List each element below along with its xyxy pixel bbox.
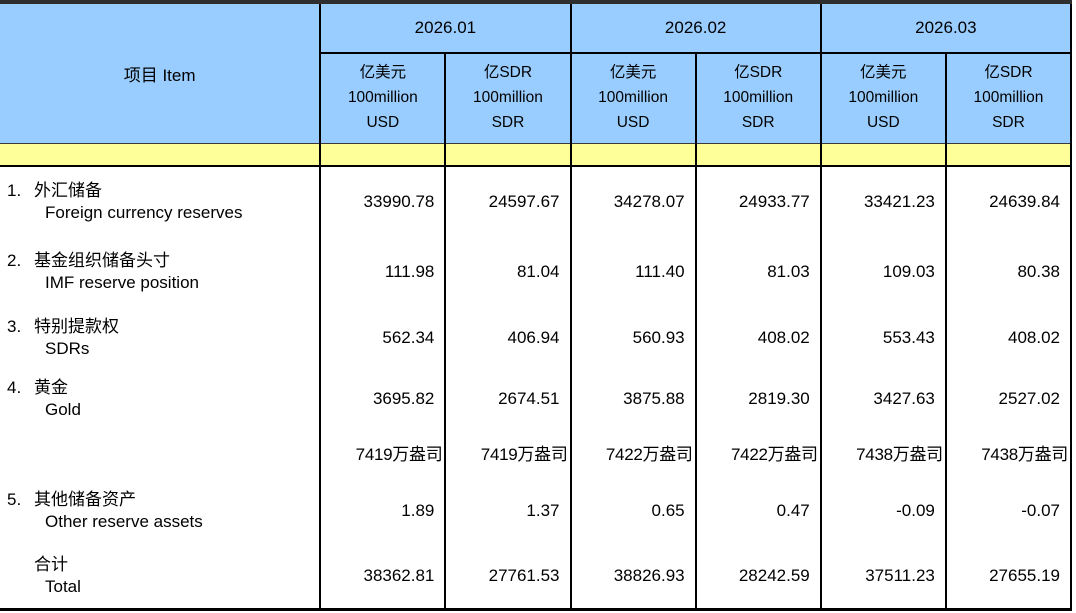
value-cell: 33421.23 [819, 166, 946, 237]
unit-header-sdr-3: 亿SDR 100million SDR [944, 53, 1071, 143]
row-label-en: Foreign currency reserves [45, 203, 243, 222]
value-cell: 0.65 [569, 477, 696, 545]
value-cell: 81.03 [694, 237, 821, 306]
unit-header-usd-1: 亿美元 100million USD [319, 53, 446, 143]
table-row-gold-ounces: 7419万盎司 7419万盎司 7422万盎司 7422万盎司 7438万盎司 … [0, 428, 1071, 477]
value-cell-ounces: 7422万盎司 [694, 428, 821, 477]
table-row-other-reserve-assets: 5. 其他储备资产 Other reserve assets 1.89 1.37… [0, 477, 1071, 545]
row-label-empty [0, 428, 320, 477]
value-cell: 1.37 [444, 477, 571, 545]
value-cell: 2527.02 [944, 369, 1071, 428]
row-label-zh: 特别提款权 [34, 316, 119, 336]
row-label-zh: 其他储备资产 [34, 490, 136, 509]
row-label-en: Total [45, 577, 81, 597]
value-cell: 80.38 [944, 237, 1071, 306]
value-cell: 24933.77 [694, 166, 821, 237]
row-number: 1. [7, 181, 22, 200]
value-cell: -0.09 [819, 477, 946, 545]
value-cell: 81.04 [444, 237, 571, 306]
value-cell: 0.47 [694, 477, 821, 545]
unit-header-usd-2: 亿美元 100million USD [569, 53, 696, 143]
row-label: 2. 基金组织储备头寸 IMF reserve position [0, 237, 320, 306]
separator-cell [444, 142, 571, 167]
value-cell: 24597.67 [444, 166, 571, 237]
value-cell: 2819.30 [694, 369, 821, 428]
value-cell: 24639.84 [944, 166, 1071, 237]
unit-header-row: 亿美元 100million USD 亿SDR 100million SDR 亿… [0, 53, 1071, 143]
month-header-2026-01: 2026.01 [319, 2, 571, 54]
value-cell: 38362.81 [319, 545, 446, 609]
yellow-separator-row [0, 142, 1071, 167]
row-label: 1. 外汇储备 Foreign currency reserves [0, 166, 320, 237]
value-cell: 553.43 [819, 306, 946, 369]
row-number: 2. [7, 250, 22, 270]
value-cell: 33990.78 [319, 166, 446, 237]
row-number: 4. [7, 377, 22, 397]
value-cell: 3695.82 [319, 369, 446, 428]
month-header-2026-03: 2026.03 [819, 2, 1071, 54]
month-header-row: 项目 Item 2026.01 2026.02 2026.03 [0, 2, 1071, 143]
value-cell: 34278.07 [569, 166, 696, 237]
table-row-imf-reserve-position: 2. 基金组织储备头寸 IMF reserve position 111.98 … [0, 237, 1071, 306]
value-cell: 111.98 [319, 237, 446, 306]
row-label: 4. 黄金 Gold [0, 369, 320, 428]
value-cell: 1.89 [319, 477, 446, 545]
table-row-gold: 4. 黄金 Gold 3695.82 2674.51 3875.88 2819.… [0, 369, 1071, 428]
row-label-zh: 基金组织储备头寸 [34, 250, 170, 270]
value-cell: 406.94 [444, 306, 571, 369]
value-cell: 27761.53 [444, 545, 571, 609]
table-row-sdrs: 3. 特别提款权 SDRs 562.34 406.94 560.93 408.0… [0, 306, 1071, 369]
row-label: 3. 特别提款权 SDRs [0, 306, 320, 369]
row-number: 5. [7, 490, 22, 509]
row-label-en: Gold [45, 399, 81, 419]
value-cell: 3875.88 [569, 369, 696, 428]
value-cell: 3427.63 [819, 369, 946, 428]
row-label-en: IMF reserve position [45, 272, 199, 292]
table-row-foreign-currency-reserves: 1. 外汇储备 Foreign currency reserves 33990.… [0, 166, 1071, 237]
separator-cell [694, 142, 821, 167]
value-cell: 38826.93 [569, 545, 696, 609]
row-label-zh: 外汇储备 [34, 181, 102, 200]
unit-header-usd-3: 亿美元 100million USD [819, 53, 946, 143]
value-cell-ounces: 7419万盎司 [444, 428, 571, 477]
separator-cell [319, 142, 446, 167]
value-cell: 408.02 [694, 306, 821, 369]
value-cell: 27655.19 [944, 545, 1071, 609]
row-label: 5. 其他储备资产 Other reserve assets [0, 477, 320, 545]
value-cell: 560.93 [569, 306, 696, 369]
value-cell-ounces: 7422万盎司 [569, 428, 696, 477]
row-number: 3. [7, 316, 22, 336]
value-cell: 37511.23 [819, 545, 946, 609]
value-cell: 2674.51 [444, 369, 571, 428]
value-cell: 109.03 [819, 237, 946, 306]
row-label-en: Other reserve assets [45, 512, 203, 531]
row-label: 合计 Total [0, 545, 320, 609]
value-cell: 562.34 [319, 306, 446, 369]
table-row-total: 合计 Total 38362.81 27761.53 38826.93 2824… [0, 545, 1071, 609]
item-header-cell: 项目 Item [0, 2, 321, 143]
value-cell: 28242.59 [694, 545, 821, 609]
value-cell: 111.40 [569, 237, 696, 306]
row-label-zh: 合计 [34, 555, 68, 575]
row-label-en: SDRs [45, 338, 90, 358]
unit-header-sdr-1: 亿SDR 100million SDR [444, 53, 571, 143]
value-cell-ounces: 7419万盎司 [319, 428, 446, 477]
value-cell: 408.02 [944, 306, 1071, 369]
row-label-zh: 黄金 [34, 377, 68, 397]
separator-cell [819, 142, 946, 167]
unit-header-sdr-2: 亿SDR 100million SDR [694, 53, 821, 143]
value-cell-ounces: 7438万盎司 [944, 428, 1071, 477]
separator-cell [944, 142, 1071, 167]
separator-cell [0, 142, 321, 167]
month-header-2026-02: 2026.02 [569, 2, 821, 54]
value-cell-ounces: 7438万盎司 [819, 428, 946, 477]
separator-cell [569, 142, 696, 167]
value-cell: -0.07 [944, 477, 1071, 545]
